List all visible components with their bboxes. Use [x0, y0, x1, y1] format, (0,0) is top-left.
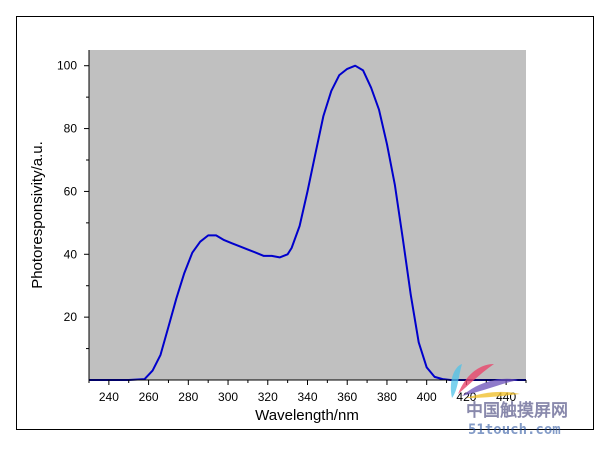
x-tick-label: 380 [377, 390, 397, 404]
x-tick-label: 360 [337, 390, 357, 404]
x-tick-label: 280 [178, 390, 198, 404]
watermark-feather-icon [450, 364, 462, 398]
watermark-feather-icon [466, 391, 520, 398]
y-tick-label: 40 [64, 247, 78, 261]
figure-frame [16, 16, 594, 430]
y-axis-title: Photoresponsivity/a.u. [29, 141, 46, 289]
watermark-logo: 中国触摸屏网 51touch.com [450, 364, 568, 438]
y-tick-label: 80 [64, 122, 78, 136]
watermark-cn: 中国触摸屏网 [466, 400, 568, 421]
x-tick-label: 320 [258, 390, 278, 404]
x-tick-label: 260 [139, 390, 159, 404]
watermark-en: 51touch.com [468, 422, 561, 438]
y-tick-label: 100 [57, 59, 77, 73]
x-ticks: 240 260 280 300 320 340 360 380 400 420 440 [88, 380, 527, 404]
watermark-feather-icon [458, 364, 494, 394]
x-tick-label: 400 [417, 390, 437, 404]
y-ticks: 20 40 60 80 100 [57, 59, 89, 350]
watermark-feather-icon [462, 378, 518, 396]
x-axis-title: Wavelength/nm [255, 407, 359, 424]
y-tick-label: 60 [64, 184, 78, 198]
x-tick-label: 300 [218, 390, 238, 404]
plot-area [89, 50, 526, 380]
y-tick-label: 20 [64, 310, 78, 324]
series-line [89, 64, 526, 381]
x-tick-label: 340 [297, 390, 317, 404]
x-tick-label: 240 [99, 390, 119, 404]
